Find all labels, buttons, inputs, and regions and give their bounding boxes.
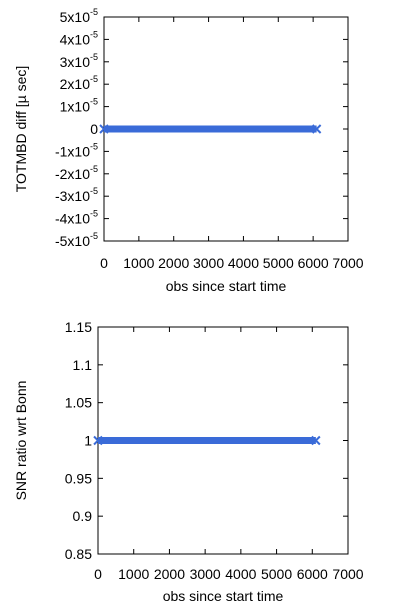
y-tick-label: 1.05 [65,395,92,411]
series-points-band [104,125,317,133]
y-tick-label: 1.1 [73,357,93,373]
x-tick-label: 0 [100,255,108,271]
y-tick-label: -4x10-5 [55,209,98,227]
series-last-point [311,124,322,134]
y-tick-label: 0.9 [73,508,93,524]
y-tick-label: 4x10-5 [60,29,98,47]
series-first-point [93,435,103,446]
x-tick-label: 2000 [158,255,189,271]
x-tick-label: 3000 [193,255,224,271]
x-tick-label: 7000 [332,255,363,271]
y-tick-label: 5x10-5 [60,7,98,25]
x-tick-label: 6000 [297,566,328,582]
series-points-band [98,437,316,444]
y-tick-label: -3x10-5 [55,186,98,204]
x-tick-label: 1000 [123,255,154,271]
x-tick-label: 4000 [225,566,256,582]
x-tick-label: 2000 [154,566,185,582]
y-tick-label: 0 [90,121,98,137]
y-tick-label: -2x10-5 [55,164,98,182]
x-axis-label: obs since start time [163,588,284,604]
x-tick-label: 6000 [298,255,329,271]
y-axis-label: TOTMBD diff [µ sec] [13,66,29,193]
y-tick-label: -5x10-5 [55,231,98,249]
x-tick-label: 4000 [228,255,259,271]
y-tick-label: 3x10-5 [60,52,98,70]
x-tick-label: 0 [94,566,102,582]
y-tick-label: 1x10-5 [60,97,98,115]
x-tick-label: 1000 [118,566,149,582]
series-first-point [99,124,109,134]
x-tick-label: 5000 [263,255,294,271]
plot-totmbd-diff: 5x10-5 4x10-5 3x10-5 2x10-5 1x10-5 0 -1x10-5 -2… [13,7,364,294]
y-tick-label: 1 [84,433,92,449]
plot-snr-ratio: 1.15 1.1 1.05 1 0.95 0.9 0.850 1000 2000 3000 4000… [13,319,364,604]
x-axis-label: obs since start time [166,278,287,294]
x-tick-label: 5000 [261,566,292,582]
x-tick-label: 7000 [332,566,363,582]
series-last-point [311,435,321,446]
x-tick-label: 3000 [190,566,221,582]
y-tick-label: 0.85 [65,546,92,562]
y-tick-label: 1.15 [65,319,92,335]
y-tick-label: 2x10-5 [60,74,98,92]
y-tick-label: -1x10-5 [55,141,98,159]
y-tick-label: 0.95 [65,470,92,486]
y-axis-label: SNR ratio wrt Bonn [13,381,29,501]
